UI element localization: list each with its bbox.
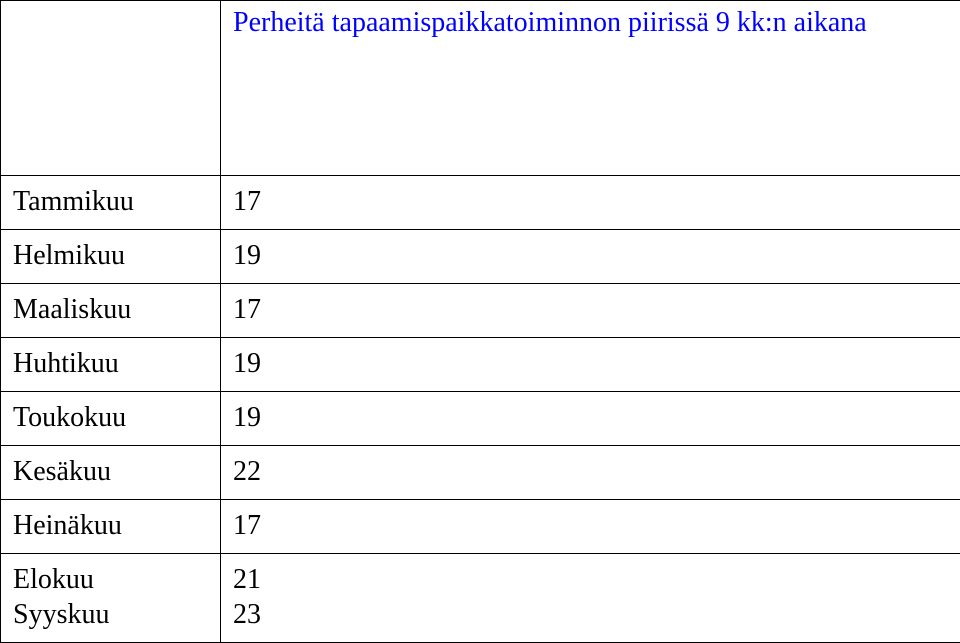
month-cell: Helmikuu <box>1 230 221 284</box>
month-cell: ElokuuSyyskuu <box>1 554 221 643</box>
month-cell: Huhtikuu <box>1 338 221 392</box>
month-cell: Maaliskuu <box>1 284 221 338</box>
month-cell: Toukokuu <box>1 392 221 446</box>
table-row: Toukokuu19 <box>1 392 960 446</box>
value-cell: 19 <box>221 230 960 284</box>
value-cell: 19 <box>221 338 960 392</box>
month-label: Elokuu <box>13 562 208 597</box>
value-label: 21 <box>233 562 948 597</box>
title-blank-cell <box>1 1 221 176</box>
table-title: Perheitä tapaamispaikkatoiminnon piiriss… <box>221 1 960 176</box>
table-row: Maaliskuu17 <box>1 284 960 338</box>
month-cell: Heinäkuu <box>1 500 221 554</box>
month-cell: Kesäkuu <box>1 446 221 500</box>
value-label: 23 <box>233 597 948 632</box>
month-cell: Tammikuu <box>1 176 221 230</box>
table-row: ElokuuSyyskuu2123 <box>1 554 960 643</box>
value-cell: 17 <box>221 284 960 338</box>
value-cell: 17 <box>221 500 960 554</box>
title-row: Perheitä tapaamispaikkatoiminnon piiriss… <box>1 1 960 176</box>
data-table: Perheitä tapaamispaikkatoiminnon piiriss… <box>0 0 960 643</box>
value-cell: 19 <box>221 392 960 446</box>
table-row: Kesäkuu22 <box>1 446 960 500</box>
value-cell: 17 <box>221 176 960 230</box>
value-cell: 2123 <box>221 554 960 643</box>
table-row: Tammikuu17 <box>1 176 960 230</box>
table-row: Huhtikuu19 <box>1 338 960 392</box>
table-row: Helmikuu19 <box>1 230 960 284</box>
value-cell: 22 <box>221 446 960 500</box>
table-body: Perheitä tapaamispaikkatoiminnon piiriss… <box>1 1 960 643</box>
month-label: Syyskuu <box>13 597 208 632</box>
table-row: Heinäkuu17 <box>1 500 960 554</box>
